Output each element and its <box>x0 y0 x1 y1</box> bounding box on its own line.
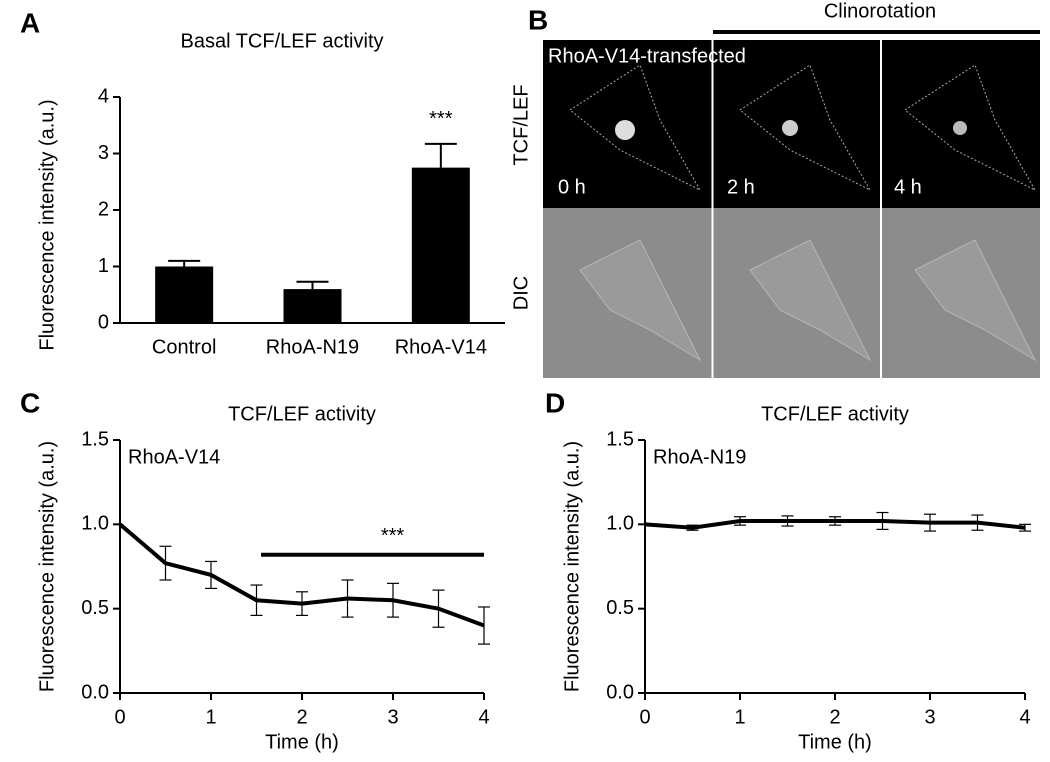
image-panel: Clinorotation RhoA-V14-transfected B TCF… <box>510 0 1040 378</box>
line <box>644 518 1026 530</box>
x-tick-label: 0 <box>639 706 650 728</box>
bar <box>155 266 214 323</box>
y-tick-label: 0.0 <box>81 681 109 703</box>
signal <box>953 121 967 135</box>
y-tick-label: 1.5 <box>81 428 109 450</box>
x-tick-label: 4 <box>478 706 489 728</box>
y-tick-label: 0.5 <box>81 597 109 619</box>
x-tick-label: 3 <box>387 706 398 728</box>
y-tick-label: 1.0 <box>81 513 109 535</box>
y-tick-label: 0 <box>98 311 109 333</box>
bar <box>411 167 470 323</box>
series-label: RhoA-V14 <box>128 446 220 468</box>
x-tick-label: RhoA-N19 <box>266 336 359 358</box>
x-tick-label: 1 <box>205 706 216 728</box>
y-axis-label: Fluorescence intensity (a.u.) <box>36 441 58 692</box>
cell-dic <box>749 239 872 362</box>
panel-letter: D <box>545 387 565 418</box>
cell-dic <box>579 239 702 362</box>
chart-title: Basal TCF/LEF activity <box>180 30 383 52</box>
x-tick-label: 3 <box>924 706 935 728</box>
y-tick-label: 1 <box>98 255 109 277</box>
column-label: 2 h <box>727 176 755 198</box>
cell-dic <box>914 239 1037 362</box>
y-axis-label: Fluorescence intensity (a.u.) <box>36 99 58 350</box>
x-tick-label: 4 <box>1019 706 1030 728</box>
y-tick-label: 4 <box>98 85 109 107</box>
column-label: 0 h <box>558 176 586 198</box>
row-label: TCF/LEF <box>510 84 532 165</box>
signal <box>782 120 798 136</box>
y-tick-label: 0.0 <box>606 681 634 703</box>
panel-letter: A <box>20 7 40 38</box>
y-axis-label: Fluorescence intensity (a.u.) <box>561 441 583 692</box>
significance: *** <box>381 525 405 547</box>
y-tick-label: 1.5 <box>606 428 634 450</box>
line <box>118 522 485 628</box>
significance: *** <box>429 108 453 130</box>
x-tick-label: 2 <box>296 706 307 728</box>
chart-title: TCF/LEF activity <box>228 403 376 425</box>
x-tick-label: 2 <box>829 706 840 728</box>
series-label: RhoA-N19 <box>653 446 746 468</box>
x-tick-label: Control <box>152 336 216 358</box>
y-tick-label: 3 <box>98 142 109 164</box>
y-tick-label: 2 <box>98 198 109 220</box>
x-tick-label: RhoA-V14 <box>395 336 487 358</box>
chart-title: TCF/LEF activity <box>761 403 909 425</box>
column-label: 4 h <box>894 176 922 198</box>
x-tick-label: 1 <box>734 706 745 728</box>
bar <box>283 289 342 323</box>
x-axis-label: Time (h) <box>798 731 872 753</box>
panel-letter: B <box>528 4 548 35</box>
x-tick-label: 0 <box>114 706 125 728</box>
signal <box>615 120 635 140</box>
panel-letter: C <box>20 387 40 418</box>
y-tick-label: 1.0 <box>606 513 634 535</box>
caption: RhoA-V14-transfected <box>548 45 746 67</box>
treatment-label: Clinorotation <box>824 0 936 22</box>
y-tick-label: 0.5 <box>606 597 634 619</box>
row-label: DIC <box>510 276 532 310</box>
x-axis-label: Time (h) <box>265 731 339 753</box>
